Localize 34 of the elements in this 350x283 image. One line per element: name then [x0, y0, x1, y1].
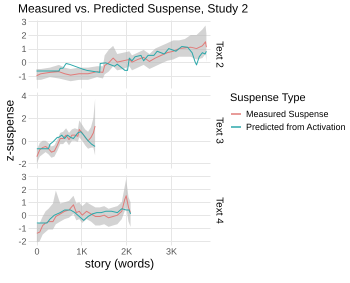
line-series [36, 126, 96, 158]
y-tick-label: -2 [18, 158, 26, 169]
y-tick-label: 1 [21, 198, 26, 208]
x-tick-label: 0 [34, 246, 40, 256]
y-tick-label: 2 [21, 30, 26, 40]
y-tick-label: 2 [21, 114, 26, 124]
line-series [36, 46, 207, 73]
x-axis-title: story (words) [84, 256, 154, 270]
y-tick-label: 0 [21, 58, 26, 68]
line-series [36, 131, 96, 150]
y-tick-label: -1 [18, 224, 26, 234]
y-tick-label: -2 [18, 236, 26, 247]
legend-label: Measured Suspense [246, 109, 329, 119]
y-tick-label: 1 [21, 44, 26, 54]
chart-title: Measured vs. Predicted Suspense, Study 2 [18, 1, 248, 16]
line-series [36, 208, 132, 224]
y-axis-title: z-suspense [2, 99, 16, 162]
y-tick-label: 3 [21, 16, 26, 27]
y-tick-label: 3 [21, 172, 26, 182]
y-tick-label: 2 [21, 184, 26, 195]
line-series [36, 195, 132, 234]
legend-label: Predicted from Activation [246, 122, 346, 132]
x-tick-label: 3K [166, 246, 178, 256]
y-tick-label: 0 [21, 210, 26, 221]
y2-axis-title: Text 2 [214, 41, 224, 68]
y-tick-label: -1 [18, 71, 26, 82]
x-tick-label: 2K [121, 246, 132, 256]
x-tick-label: 1K [76, 246, 88, 256]
y2-axis-title: Text 3 [214, 117, 224, 144]
y2-axis-title: Text 4 [214, 197, 224, 224]
y-tick-label: 4 [21, 90, 26, 101]
legend-title: Suspense Type [230, 92, 306, 104]
line-series [36, 41, 207, 76]
y-tick-label: 0 [21, 136, 26, 146]
